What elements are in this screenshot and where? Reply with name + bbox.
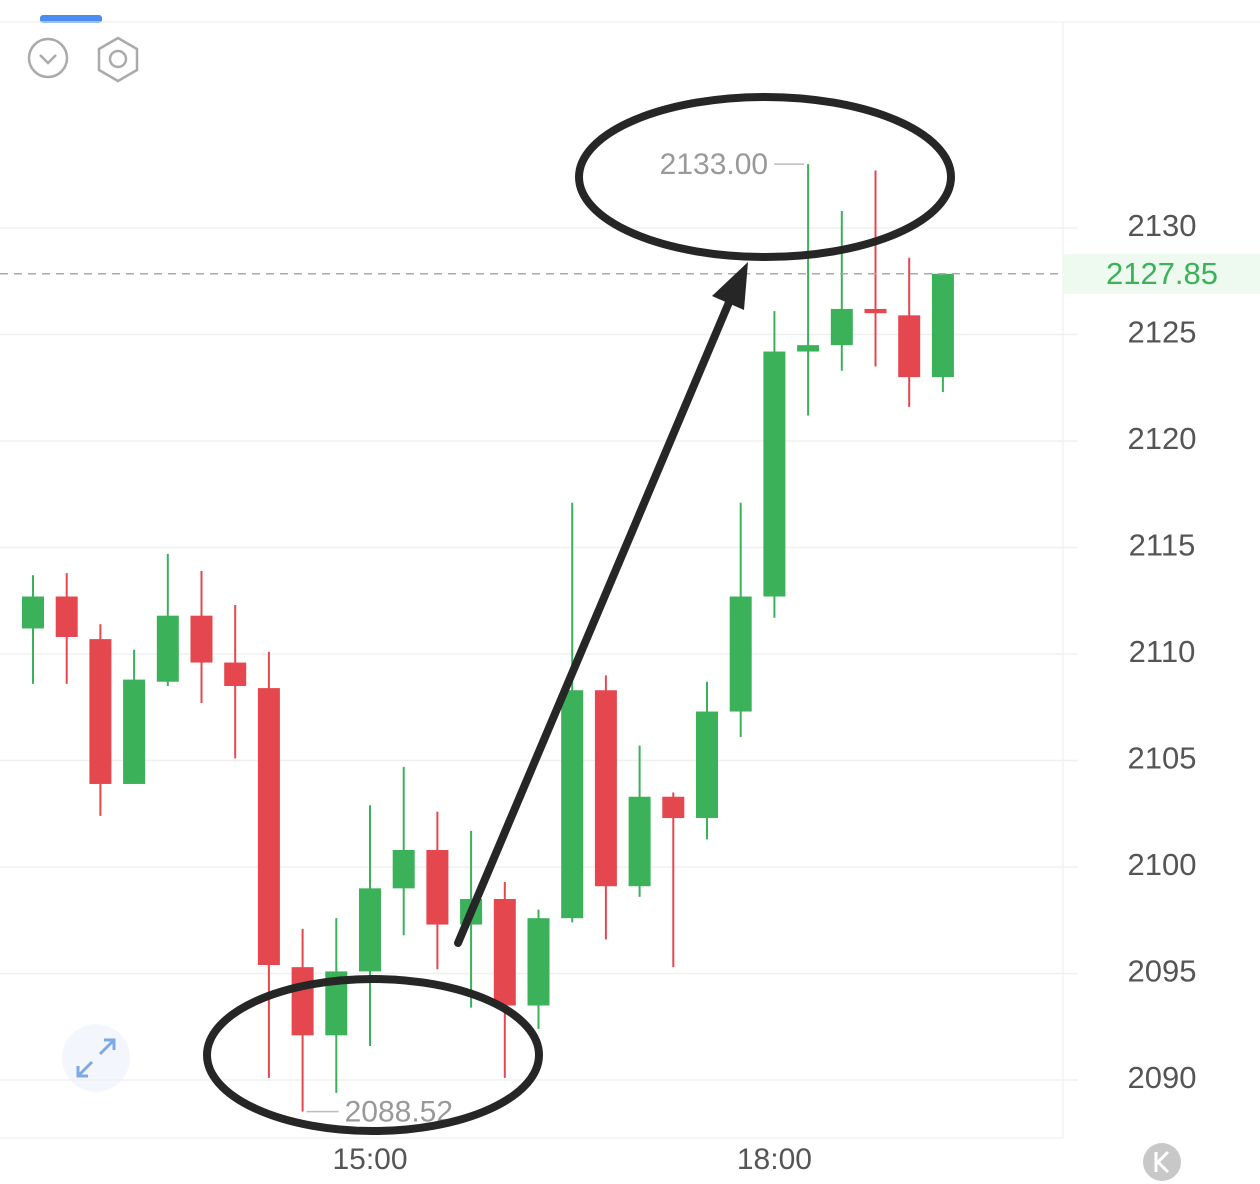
candle-body (797, 345, 820, 352)
x-tick-label: 18:00 (737, 1143, 812, 1176)
plot-layer: 2090 2095 2100 2105 2110 2115 2120 2125 2130 15:0… (0, 148, 1260, 1176)
y-tick-label: 2100 (1128, 847, 1197, 882)
candle-body (763, 351, 786, 597)
trend-arrow (454, 296, 734, 947)
candle-body (190, 615, 213, 663)
candle-body (628, 796, 651, 887)
candle-body (662, 796, 685, 819)
x-tick-label: 15:00 (332, 1143, 407, 1176)
candle-body (898, 315, 921, 378)
highlight-ellipse (203, 975, 543, 1135)
candle-body (527, 918, 550, 1006)
candle-body (830, 308, 853, 346)
y-tick-label: 2090 (1128, 1060, 1197, 1095)
candle-body (696, 711, 718, 819)
candle-body (22, 596, 44, 629)
candle-body (493, 898, 516, 1006)
y-tick-label: 2105 (1128, 741, 1197, 776)
y-tick-label: 2130 (1128, 208, 1197, 243)
candle-body (729, 596, 752, 712)
candle-body (55, 596, 78, 637)
y-tick-label: 2110 (1129, 634, 1196, 669)
candle-body (325, 971, 348, 1036)
k-icon[interactable] (1143, 1143, 1181, 1181)
highlight-ellipse (575, 93, 955, 261)
annotation-label: 2133.00 (660, 148, 768, 181)
settings-icon[interactable] (97, 36, 139, 83)
arrow-head (712, 262, 748, 310)
tab-indicator (40, 15, 102, 23)
candle-body (257, 688, 280, 966)
candle-body (359, 888, 381, 972)
candle-body (156, 615, 179, 682)
candle-body (291, 967, 314, 1036)
candle-body (594, 690, 617, 887)
y-tick-label: 2095 (1128, 954, 1197, 989)
candle-body (931, 273, 954, 378)
candle-body (392, 850, 415, 889)
y-tick-label: 2115 (1129, 528, 1196, 563)
candle-body (561, 690, 584, 919)
candle-body (89, 639, 112, 784)
hand-annotations (203, 93, 955, 1135)
dropdown-icon[interactable] (27, 37, 69, 79)
y-tick-label: 2125 (1128, 315, 1197, 350)
last-price-badge (1063, 253, 1260, 294)
candle-body (123, 679, 146, 784)
candle-body (864, 308, 887, 314)
y-tick-label: 2120 (1128, 421, 1197, 456)
candle-body (224, 662, 247, 686)
candle-body (426, 850, 449, 925)
expand-icon[interactable] (62, 1024, 130, 1092)
last-price-label: 2127.85 (1106, 256, 1218, 291)
